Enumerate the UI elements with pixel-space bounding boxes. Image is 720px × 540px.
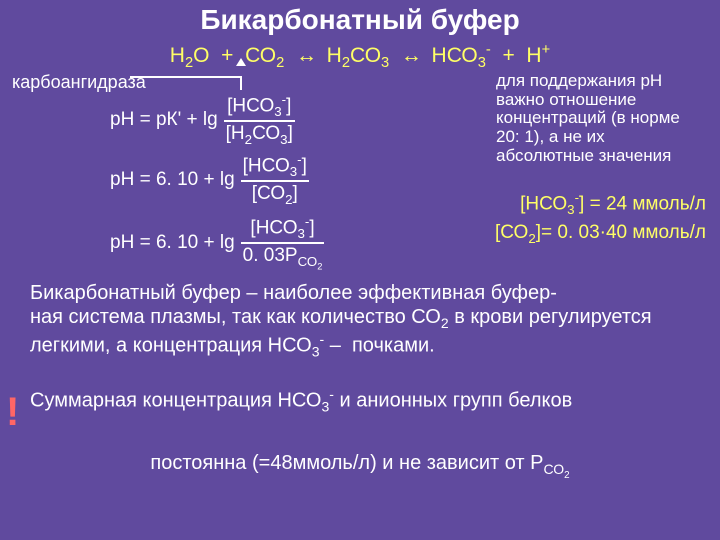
pointer-arrowhead	[236, 58, 246, 66]
carboanhydrase-label: карбоангидраза	[12, 72, 146, 93]
formula-3-lhs: рН = 6. 10 + lg	[110, 232, 235, 254]
formula-3-fraction: [НСО3-] 0. 03РСО2	[241, 214, 325, 273]
formula-3-denominator: 0. 03РСО2	[241, 245, 325, 272]
formula-2-fraction: [НСО3-] [СО2]	[241, 152, 309, 207]
hco3-value: [НСО3-] = 24 ммоль/л	[520, 190, 706, 217]
formula-3: рН = 6. 10 + lg [НСО3-] 0. 03РСО2	[110, 214, 324, 273]
exclamation-icon: !	[6, 390, 19, 435]
formula-2-numerator: [НСО3-]	[241, 152, 309, 179]
paragraph-2: Суммарная концентрация НСО3- и анионных …	[30, 386, 695, 415]
formula-1-lhs: рН = рК' + lg	[110, 109, 218, 131]
fraction-bar	[241, 242, 325, 244]
formula-1: рН = рК' + lg [НСО3-] [Н2СО3]	[110, 92, 295, 147]
co2-value: [СО2]= 0. 03·40 ммоль/л	[495, 222, 706, 246]
formula-1-denominator: [Н2СО3]	[224, 123, 295, 147]
formula-1-fraction: [НСО3-] [Н2СО3]	[224, 92, 295, 147]
paragraph-3: постоянна (=48ммоль/л) и не зависит от Р…	[0, 452, 720, 481]
formula-2-denominator: [СО2]	[250, 183, 300, 207]
formula-2: рН = 6. 10 + lg [НСО3-] [СО2]	[110, 152, 309, 207]
formula-1-numerator: [НСО3-]	[225, 92, 293, 119]
pointer-line	[130, 76, 242, 90]
slide-title: Бикарбонатный буфер	[0, 0, 720, 36]
fraction-bar	[224, 120, 295, 122]
main-equation: Н2О + СО2 ↔ Н2СО3 ↔ НСО3- + Н+	[0, 42, 720, 71]
side-note: для поддержания рН важно отношение конце…	[496, 72, 706, 165]
paragraph-1: Бикарбонатный буфер – наиболее эффективн…	[30, 282, 695, 360]
fraction-bar	[241, 180, 309, 182]
formula-3-numerator: [НСО3-]	[248, 214, 316, 241]
formula-2-lhs: рН = 6. 10 + lg	[110, 169, 235, 191]
